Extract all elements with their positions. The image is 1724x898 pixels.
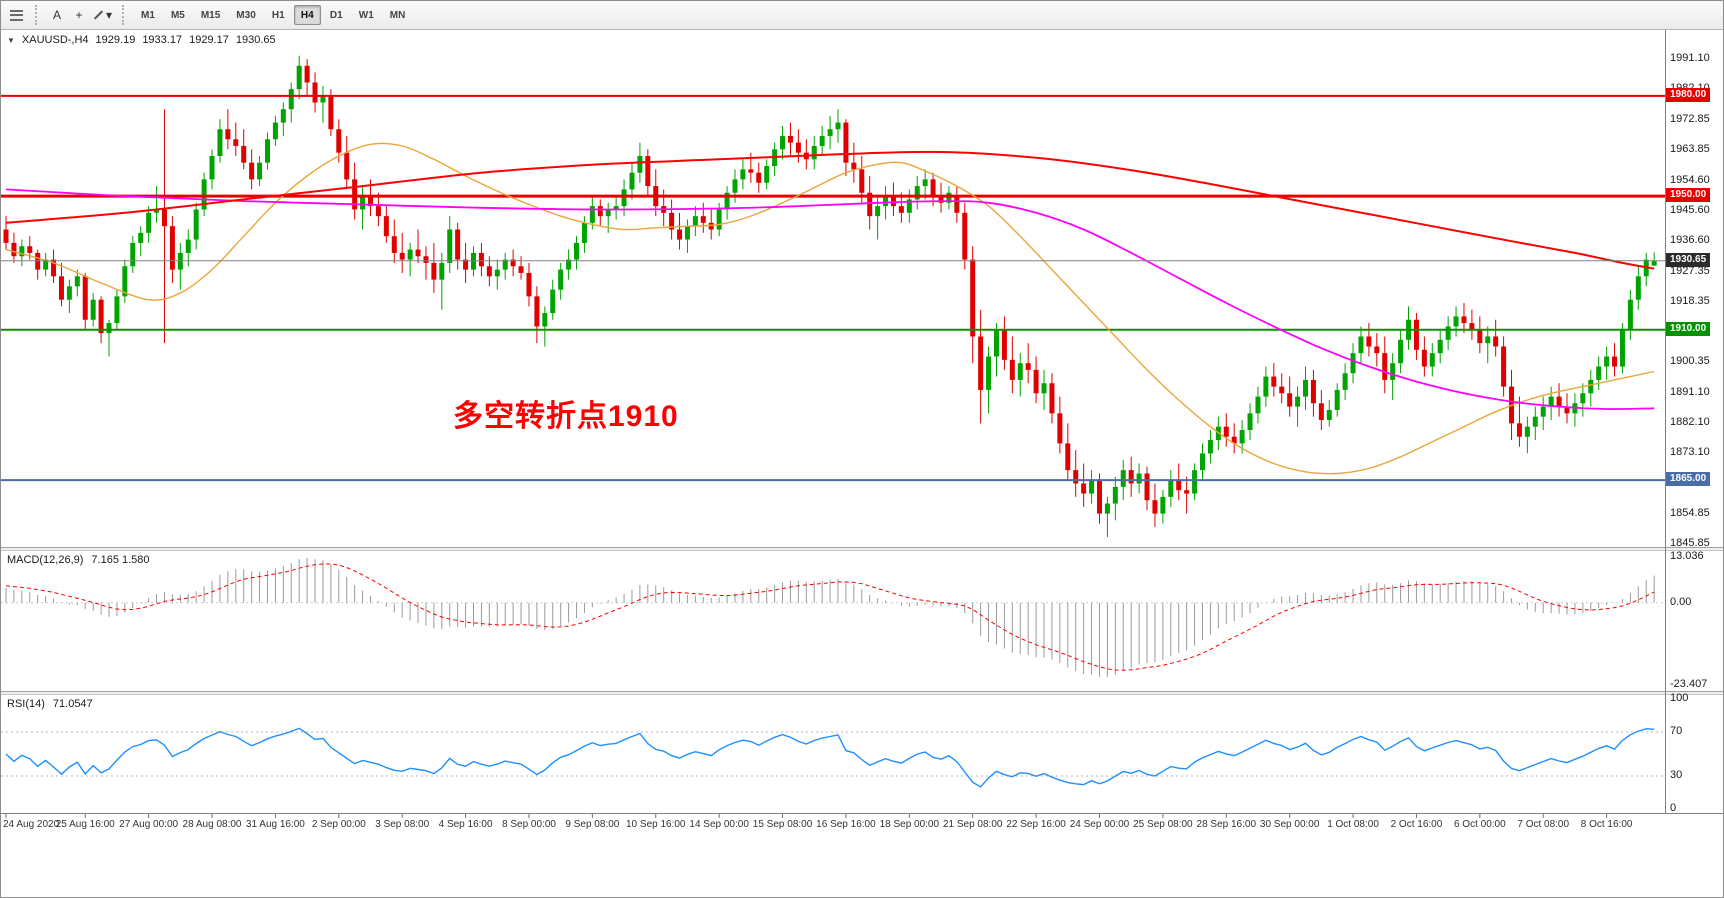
time-axis-label: 14 Sep 00:00: [689, 819, 749, 830]
time-axis-label: 31 Aug 16:00: [245, 819, 305, 830]
close-value: 1930.65: [235, 34, 276, 46]
timeframe-m5[interactable]: M5: [164, 5, 192, 25]
hline-price-label-1950.00: 1950.00: [1666, 188, 1711, 203]
timeframe-w1[interactable]: W1: [352, 5, 381, 25]
price-axis-label: 1854.85: [1670, 507, 1710, 520]
macd-title: MACD(12,26,9): [7, 554, 84, 566]
toolbar-grip: [35, 5, 39, 25]
time-axis-label: 4 Sep 16:00: [438, 819, 493, 830]
time-axis-label: 22 Sep 16:00: [1006, 819, 1066, 830]
price-axis-label: 1927.35: [1670, 264, 1710, 277]
time-axis-label: 30 Sep 00:00: [1259, 819, 1320, 830]
price-axis-label: 1882.10: [1670, 416, 1710, 428]
crosshair-tool-button[interactable]: +: [68, 4, 90, 26]
macd-indicator-label: MACD(12,26,9) 7.165 1.580: [7, 554, 150, 566]
time-axis-label: 25 Sep 08:00: [1133, 819, 1193, 830]
rsi-axis-label: 70: [1670, 725, 1683, 737]
timeframe-h4[interactable]: H4: [293, 5, 321, 26]
macd-axis-label: 0.00: [1670, 595, 1692, 608]
time-axis-label: 16 Sep 16:00: [816, 819, 876, 830]
hline-price-label-1980.00: 1980.00: [1666, 87, 1711, 102]
timeframe-h1[interactable]: H1: [265, 5, 292, 25]
time-axis-label: 21 Sep 08:00: [942, 819, 1003, 830]
price-axis-label: 1954.60: [1670, 173, 1710, 186]
time-axis-label: 15 Sep 08:00: [752, 819, 813, 830]
time-axis-label: 1 Oct 08:00: [1327, 819, 1379, 830]
time-axis-label: 27 Aug 00:00: [119, 819, 179, 830]
symbol-period-label: XAUUSD-,H4: [21, 34, 89, 46]
time-axis-label: 2 Sep 00:00: [311, 819, 366, 830]
chart-annotation-text: 多空转折点1910: [453, 400, 679, 433]
timeframe-mn[interactable]: MN: [383, 5, 413, 25]
toolbars-menu-icon[interactable]: [10, 9, 23, 21]
bid-price-label: 1930.65: [1666, 252, 1711, 267]
text-tool-button[interactable]: A: [46, 4, 68, 26]
hline-price-label-1865.00: 1865.00: [1666, 472, 1711, 487]
timeframe-m15[interactable]: M15: [194, 5, 227, 25]
price-axis-label: 1873.10: [1670, 446, 1710, 459]
time-axis-label: 9 Sep 08:00: [565, 819, 620, 830]
time-axis-label: 25 Aug 16:00: [55, 819, 115, 830]
toolbar: A + ▾ M1 M5 M15 M30 H1 H4 D1 W1 MN: [1, 1, 1723, 30]
time-axis-label: 24 Sep 00:00: [1069, 819, 1130, 830]
time-axis-label: 18 Sep 00:00: [879, 819, 940, 830]
open-value: 1929.19: [95, 34, 136, 46]
price-axis-label: 1936.60: [1670, 233, 1710, 246]
time-axis-label: 8 Sep 00:00: [502, 819, 556, 830]
rsi-axis-label: 100: [1670, 692, 1689, 704]
trendline-icon: [93, 10, 104, 20]
macd-axis-label: 13.036: [1670, 550, 1704, 562]
low-value: 1929.17: [189, 34, 229, 46]
price-axis-label: 1963.85: [1670, 142, 1710, 155]
high-value: 1933.17: [142, 34, 183, 46]
rsi-title: RSI(14): [7, 698, 45, 710]
toolbar-grip: [122, 5, 126, 25]
time-axis-label: 8 Oct 16:00: [1580, 819, 1633, 830]
collapse-arrow-icon[interactable]: ▼: [7, 36, 15, 45]
price-axis-label: 1945.60: [1670, 203, 1710, 216]
price-axis-label: 1991.10: [1670, 51, 1710, 64]
objects-dropdown-button[interactable]: ▾: [90, 4, 115, 26]
price-axis-label: 1972.85: [1670, 112, 1710, 125]
price-axis-label: 1900.35: [1670, 355, 1710, 368]
time-axis-label: 10 Sep 16:00: [626, 819, 686, 830]
timeframe-d1[interactable]: D1: [323, 5, 350, 25]
price-axis-label: 1891.10: [1670, 385, 1710, 398]
time-axis-label: 7 Oct 08:00: [1517, 819, 1570, 830]
time-axis-label: 2 Oct 16:00: [1390, 819, 1443, 830]
macd-values: 7.165 1.580: [91, 554, 150, 566]
rsi-indicator-label: RSI(14) 71.0547: [7, 698, 93, 710]
hline-price-label-1910.00: 1910.00: [1666, 321, 1711, 336]
rsi-axis-label: 0: [1670, 802, 1677, 814]
price-axis-label: 1845.85: [1670, 537, 1710, 550]
timeframe-toolbar: M1 M5 M15 M30 H1 H4 D1 W1 MN: [133, 5, 413, 26]
chart-header: ▼ XAUUSD-,H4 1929.19 1933.17 1929.17 193…: [7, 34, 276, 46]
time-axis-label: 3 Sep 08:00: [375, 819, 430, 830]
price-axis-label: 1918.35: [1670, 294, 1710, 307]
time-axis-label: 28 Aug 08:00: [182, 819, 242, 830]
rsi-value: 71.0547: [52, 698, 93, 710]
macd-axis-label: -23.407: [1670, 678, 1708, 690]
time-axis-label: 6 Oct 00:00: [1453, 819, 1506, 830]
timeframe-m1[interactable]: M1: [134, 5, 162, 25]
rsi-axis-label: 30: [1670, 769, 1683, 781]
chevron-down-icon: ▾: [106, 8, 113, 22]
timeframe-m30[interactable]: M30: [229, 5, 262, 25]
time-axis-label: 28 Sep 16:00: [1196, 819, 1257, 830]
time-axis-label: 24 Aug 2020: [3, 819, 60, 830]
